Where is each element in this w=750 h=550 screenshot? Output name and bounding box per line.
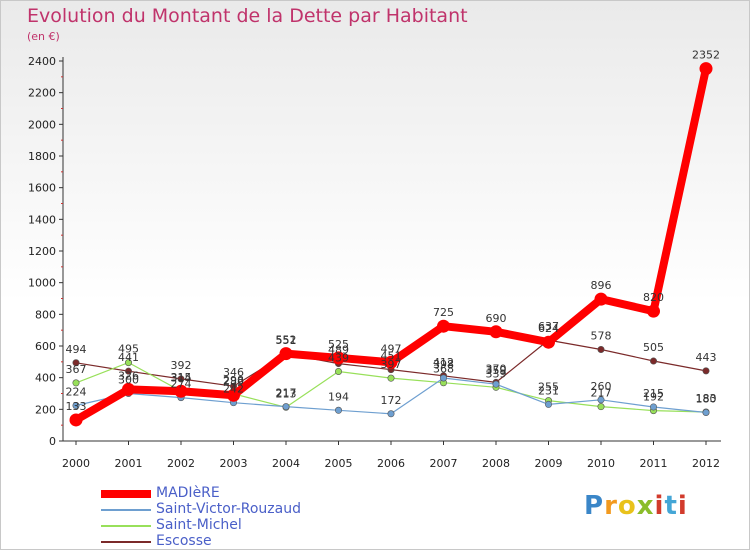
x-tick-label: 2009 bbox=[535, 457, 563, 470]
data-point bbox=[388, 411, 394, 417]
legend-label: Saint-Michel bbox=[156, 517, 242, 533]
data-label: 180 bbox=[696, 393, 717, 406]
data-label: 215 bbox=[643, 387, 664, 400]
data-label: 133 bbox=[66, 400, 87, 413]
data-label: 439 bbox=[328, 351, 349, 364]
y-tick-label: 600 bbox=[35, 340, 56, 353]
legend-item: Saint-Victor-Rouzaud bbox=[101, 502, 361, 518]
y-tick-label: 2200 bbox=[28, 87, 56, 100]
data-label: 495 bbox=[118, 343, 139, 356]
x-tick-label: 2005 bbox=[325, 457, 353, 470]
x-tick-label: 2000 bbox=[62, 457, 90, 470]
data-label: 359 bbox=[486, 364, 507, 377]
data-point bbox=[595, 293, 608, 306]
series-layer bbox=[70, 62, 713, 426]
data-point bbox=[490, 325, 503, 338]
data-point bbox=[283, 403, 289, 409]
data-label: 314 bbox=[171, 371, 192, 384]
data-label: 725 bbox=[433, 306, 454, 319]
data-point bbox=[335, 368, 341, 374]
x-tick-label: 2003 bbox=[220, 457, 248, 470]
data-label: 505 bbox=[643, 341, 664, 354]
data-label: 172 bbox=[381, 394, 402, 407]
y-tick-label: 1400 bbox=[28, 213, 56, 226]
y-tick-label: 1000 bbox=[28, 277, 56, 290]
data-label: 578 bbox=[591, 329, 612, 342]
data-point bbox=[598, 403, 604, 409]
legend: MADIèRE Saint-Victor-Rouzaud Saint-Michel E… bbox=[101, 486, 361, 550]
legend-item: Escosse bbox=[101, 534, 361, 550]
data-label: 2352 bbox=[692, 49, 720, 62]
y-tick-label: 0 bbox=[49, 435, 56, 448]
data-label: 224 bbox=[66, 386, 87, 399]
y-tick-label: 2000 bbox=[28, 118, 56, 131]
data-point bbox=[703, 409, 709, 415]
data-label: 326 bbox=[118, 369, 139, 382]
data-point bbox=[598, 346, 604, 352]
legend-swatch bbox=[101, 490, 151, 498]
data-label: 260 bbox=[591, 380, 612, 393]
data-point bbox=[70, 413, 83, 426]
data-label: 552 bbox=[276, 334, 297, 347]
data-point bbox=[440, 375, 446, 381]
x-tick-label: 2011 bbox=[640, 457, 668, 470]
data-point bbox=[388, 375, 394, 381]
line-chart: 0 200 400 600 800 1000 1200 1400 1600 1800 2000 220… bbox=[1, 1, 749, 549]
data-point bbox=[335, 407, 341, 413]
data-label: 624 bbox=[538, 322, 559, 335]
legend-label: Escosse bbox=[156, 533, 212, 549]
y-tick-label: 200 bbox=[35, 403, 56, 416]
y-tick-label: 1600 bbox=[28, 182, 56, 195]
data-point bbox=[280, 347, 293, 360]
x-tick-label: 2008 bbox=[482, 457, 510, 470]
data-point bbox=[700, 62, 713, 75]
data-label: 367 bbox=[66, 363, 87, 376]
x-tick-label: 2002 bbox=[167, 457, 195, 470]
y-tick-label: 2400 bbox=[28, 55, 56, 68]
data-point bbox=[647, 305, 660, 318]
data-label: 820 bbox=[643, 291, 664, 304]
data-point bbox=[437, 320, 450, 333]
data-label: 231 bbox=[538, 384, 559, 397]
x-tick-label: 2006 bbox=[377, 457, 405, 470]
y-tick-label: 1200 bbox=[28, 245, 56, 258]
y-tick-label: 1800 bbox=[28, 150, 56, 163]
data-label: 896 bbox=[591, 279, 612, 292]
data-point bbox=[493, 381, 499, 387]
legend-swatch bbox=[101, 509, 151, 511]
data-label: 443 bbox=[696, 351, 717, 364]
data-label: 497 bbox=[381, 342, 402, 355]
y-tick-label: 400 bbox=[35, 372, 56, 385]
data-label: 289 bbox=[223, 375, 244, 388]
data-label: 494 bbox=[66, 343, 87, 356]
value-labels: 494 441 392 346 551 489 451 412 370 637 578 505 443 3… bbox=[66, 49, 721, 413]
data-label: 217 bbox=[276, 387, 297, 400]
legend-item: MADIèRE bbox=[101, 486, 361, 502]
x-tick-label: 2004 bbox=[272, 457, 300, 470]
legend-label: MADIèRE bbox=[156, 485, 220, 501]
legend-swatch bbox=[101, 541, 151, 543]
data-label: 194 bbox=[328, 390, 349, 403]
data-label: 525 bbox=[328, 338, 349, 351]
data-point bbox=[650, 404, 656, 410]
y-tick-label: 800 bbox=[35, 308, 56, 321]
data-label: 690 bbox=[486, 312, 507, 325]
data-point bbox=[542, 336, 555, 349]
data-point bbox=[650, 358, 656, 364]
legend-swatch bbox=[101, 525, 151, 527]
data-label: 398 bbox=[433, 358, 454, 371]
x-tick-label: 2010 bbox=[587, 457, 615, 470]
proxiti-logo: Proxiti bbox=[584, 491, 688, 521]
data-label: 397 bbox=[381, 358, 402, 371]
data-point bbox=[703, 368, 709, 374]
legend-label: Saint-Victor-Rouzaud bbox=[156, 501, 301, 517]
x-tick-label: 2007 bbox=[430, 457, 458, 470]
legend-item: Saint-Michel bbox=[101, 518, 361, 534]
chart-frame: Evolution du Montant de la Dette par Hab… bbox=[0, 0, 750, 550]
x-tick-label: 2001 bbox=[115, 457, 143, 470]
x-tick-label: 2012 bbox=[692, 457, 720, 470]
data-point bbox=[545, 401, 551, 407]
data-label: 392 bbox=[171, 359, 192, 372]
